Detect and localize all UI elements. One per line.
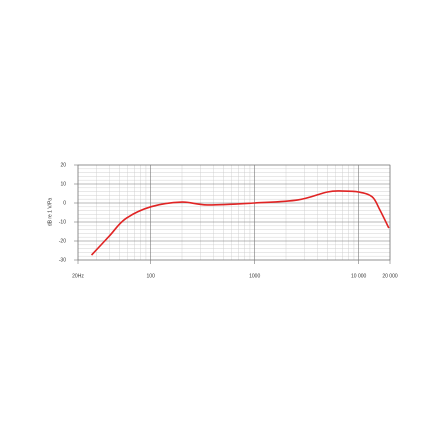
y-tick-label: -10 xyxy=(59,219,66,225)
y-axis-label: dB re 1 V/Pa xyxy=(47,198,53,227)
y-tick-label: 0 xyxy=(63,200,66,206)
response-curve xyxy=(90,190,390,256)
y-tick-label: -30 xyxy=(59,257,66,263)
x-tick-label: 20Hz xyxy=(72,273,84,279)
x-tick-label: 100 xyxy=(147,273,156,279)
y-tick-label: -20 xyxy=(59,238,66,244)
y-tick-label: 10 xyxy=(60,181,66,187)
x-tick-label: 10 000 xyxy=(351,273,367,279)
x-tick-label: 1000 xyxy=(249,273,260,279)
x-tick-label: 20 000 xyxy=(382,273,398,279)
plot-frame xyxy=(77,164,391,261)
y-tick-label: 20 xyxy=(60,162,66,168)
